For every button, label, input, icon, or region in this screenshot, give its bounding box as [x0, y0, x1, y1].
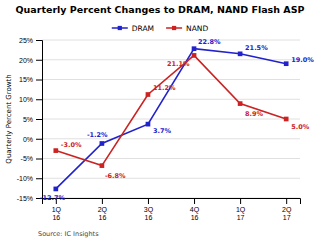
- plot-area: [53, 46, 288, 191]
- y-tick-mark: [36, 99, 42, 100]
- y-tick-label: 5%: [23, 116, 33, 123]
- chart: -15% -10% -5% 0% 5% 10% 15% 20% 25% 1Q16 2Q16 3Q16 4…: [0, 0, 320, 240]
- data-label: -1.2%: [87, 131, 108, 139]
- marker: [53, 148, 58, 153]
- x-tick: 2Q16: [98, 198, 108, 221]
- marker: [284, 117, 289, 122]
- data-label: 8.9%: [245, 110, 264, 118]
- y-axis-title: Quarterly Percent Growth: [5, 74, 13, 163]
- y-tick-mark: [36, 60, 42, 61]
- y-tick-label: 25%: [19, 37, 33, 44]
- marker: [238, 51, 243, 56]
- y-tick-mark: [36, 178, 42, 179]
- legend-label: DRAM: [132, 24, 154, 33]
- y-tick: 10%: [19, 96, 42, 103]
- data-label: 5.0%: [291, 123, 310, 131]
- grid: [42, 40, 300, 198]
- x-tick-label: 3Q16: [144, 206, 154, 221]
- x-tick-label: 2Q17: [282, 206, 292, 221]
- x-tick-mark: [240, 198, 241, 204]
- y-tick: -15%: [17, 195, 42, 202]
- y-tick-label: 0%: [23, 135, 33, 142]
- grid-line: [42, 79, 300, 80]
- y-tick-mark: [36, 80, 42, 81]
- grid-line: [42, 40, 300, 41]
- marker: [192, 46, 197, 51]
- marker: [238, 101, 243, 106]
- marker: [100, 141, 105, 146]
- grid-line: [42, 138, 300, 139]
- x-tick-label: 2Q16: [98, 206, 108, 221]
- x-tick-mark: [102, 198, 103, 204]
- legend-item: DRAM: [112, 24, 154, 33]
- y-tick: 15%: [19, 76, 42, 83]
- y-tick-mark: [36, 159, 42, 160]
- data-label: 3.7%: [153, 127, 172, 135]
- data-label: 21.1%: [167, 60, 190, 68]
- data-label: -6.8%: [105, 172, 126, 180]
- x-tick: 3Q16: [144, 198, 154, 221]
- data-label: -12.7%: [40, 194, 66, 202]
- data-label: 22.8%: [198, 38, 221, 46]
- y-axis-line: [36, 41, 43, 199]
- x-tick: 1Q17: [236, 198, 246, 221]
- y-tick: 25%: [19, 37, 42, 44]
- y-tick: 5%: [23, 116, 42, 123]
- data-label: 19.0%: [291, 56, 314, 64]
- annotation: Source: IC Insights: [38, 230, 99, 238]
- marker: [192, 53, 197, 58]
- data-label: 11.2%: [153, 84, 176, 92]
- legend-marker: [118, 26, 122, 30]
- y-tick-label: 15%: [19, 76, 33, 83]
- grid-line: [42, 178, 300, 179]
- marker: [53, 187, 58, 192]
- y-tick: 20%: [19, 56, 42, 63]
- x-tick-label: 1Q16: [52, 206, 62, 221]
- y-tick-label: 10%: [19, 96, 33, 103]
- marker: [146, 122, 151, 127]
- x-tick: 2Q17: [282, 198, 292, 221]
- y-tick: 0%: [23, 135, 42, 142]
- marker: [284, 61, 289, 66]
- line: [56, 55, 286, 165]
- line: [56, 49, 286, 189]
- x-tick-mark: [194, 198, 195, 204]
- y-tick-label: 20%: [19, 56, 33, 63]
- y-tick-label: -15%: [17, 195, 33, 202]
- x-axis: 1Q16 2Q16 3Q16 4Q16 1Q17 2Q17: [43, 198, 301, 221]
- y-tick: -5%: [21, 155, 42, 162]
- grid-line: [42, 99, 300, 100]
- x-tick-label: 1Q17: [236, 206, 246, 221]
- data-label: 21.5%: [245, 44, 268, 52]
- y-tick: -10%: [17, 175, 42, 182]
- data-label: -3.0%: [61, 141, 82, 149]
- y-tick-mark: [36, 40, 42, 41]
- marker: [100, 163, 105, 168]
- y-tick-label: -10%: [17, 175, 33, 182]
- y-tick-mark: [36, 139, 42, 140]
- legend: DRAM NAND: [112, 24, 209, 33]
- marker: [146, 92, 151, 97]
- legend-marker: [172, 26, 176, 30]
- x-tick: 4Q16: [190, 198, 200, 221]
- y-tick-label: -5%: [21, 155, 33, 162]
- y-tick-mark: [36, 119, 42, 120]
- y-axis: -15% -10% -5% 0% 5% 10% 15% 20% 25%: [17, 37, 43, 202]
- legend-item: NAND: [166, 24, 208, 33]
- legend-label: NAND: [186, 24, 208, 33]
- x-axis-line: [43, 199, 301, 205]
- x-tick-label: 4Q16: [190, 206, 200, 221]
- x-tick-mark: [286, 198, 287, 204]
- title: Quarterly Percent Changes to DRAM, NAND …: [15, 4, 304, 15]
- grid-line: [42, 119, 300, 120]
- data-labels: -12.7% -1.2% 3.7% 22.8% 21.5% 19.0% -3.0% -6.8%…: [40, 38, 314, 202]
- x-tick-mark: [148, 198, 149, 204]
